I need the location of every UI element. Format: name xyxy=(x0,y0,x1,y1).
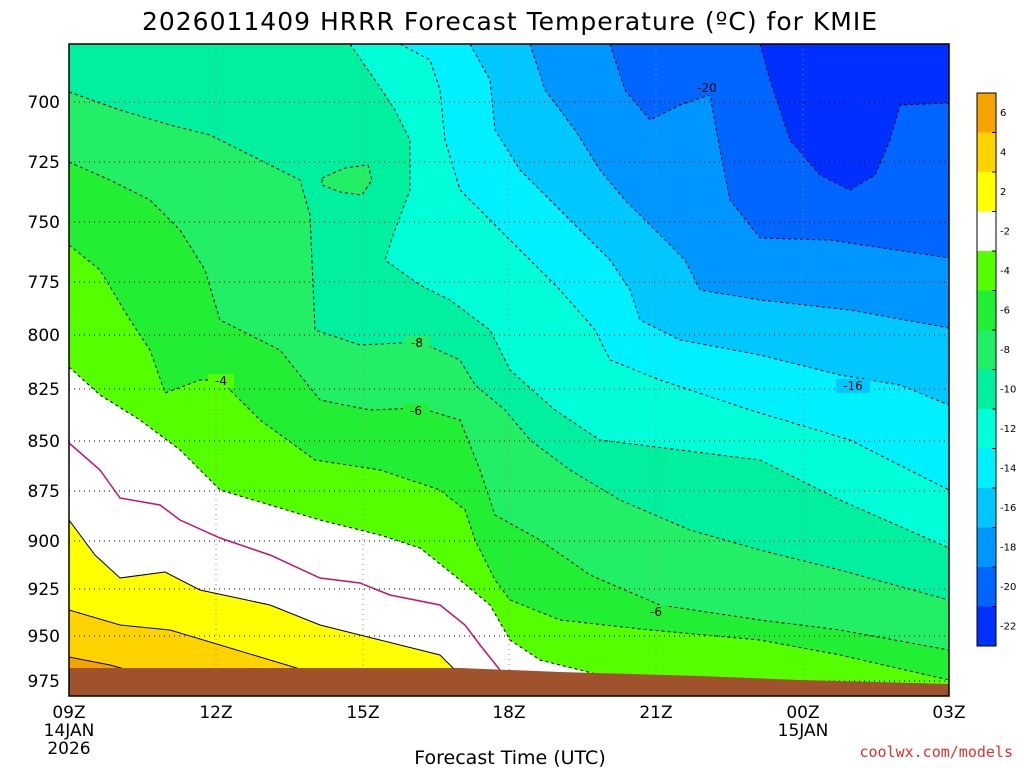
y-tick-label: 925 xyxy=(28,580,60,600)
x-tick-sublabel: 14JAN xyxy=(44,721,95,741)
y-tick-label: 725 xyxy=(28,153,60,173)
x-tick-label: 12Z xyxy=(199,703,232,723)
x-tick-label: 03Z xyxy=(932,703,965,723)
y-tick-label: 850 xyxy=(28,432,60,452)
y-axis: 700 725 750 775 800 825 850 875 900 925 … xyxy=(28,93,60,692)
chart-title: 2026011409 HRRR Forecast Temperature (ºC… xyxy=(142,7,878,36)
contour-label: -4 xyxy=(215,374,227,388)
y-tick-label: 775 xyxy=(28,273,60,293)
freezing-line xyxy=(69,442,501,671)
colorbar-swatch xyxy=(977,369,996,410)
colorbar-label: -22 xyxy=(1000,621,1016,632)
plot-area xyxy=(69,44,949,696)
contour-label: -20 xyxy=(697,81,717,95)
x-axis-title: Forecast Time (UTC) xyxy=(414,747,605,768)
contour-label: -16 xyxy=(843,379,863,393)
colorbar-label: 4 xyxy=(1000,147,1006,158)
plot-frame xyxy=(68,43,950,697)
x-tick-label: 15Z xyxy=(346,703,379,723)
colorbar-swatch xyxy=(977,448,996,489)
x-tick-label: 21Z xyxy=(639,703,672,723)
y-tick-label: 900 xyxy=(28,532,60,552)
colorbar-label: -4 xyxy=(1000,266,1010,277)
contour-label: -6 xyxy=(410,404,422,418)
colorbar-swatch xyxy=(977,290,996,331)
credit-text: coolwx.com/models xyxy=(859,743,1013,761)
y-tick-label: 875 xyxy=(28,482,60,502)
colorbar-swatch xyxy=(977,409,996,449)
x-tick-label: 09Z xyxy=(52,703,85,723)
ground-terrain xyxy=(69,668,949,696)
y-tick-label: 800 xyxy=(28,326,60,346)
colorbar-swatch xyxy=(977,211,996,252)
x-tick-label: 18Z xyxy=(492,703,525,723)
x-tick-sublabel: 15JAN xyxy=(778,721,829,741)
y-tick-label: 950 xyxy=(28,627,60,647)
x-tick-label: 00Z xyxy=(786,703,819,723)
colorbar-label: -2 xyxy=(1000,226,1010,237)
colorbar-label: -18 xyxy=(1000,542,1016,553)
colorbar-label: 6 xyxy=(1000,108,1006,119)
y-tick-label: 825 xyxy=(28,380,60,400)
isotherm-closed-loop xyxy=(321,164,373,196)
colorbar-label: 2 xyxy=(1000,187,1006,198)
colorbar-label: -8 xyxy=(1000,345,1010,356)
colorbar-swatch xyxy=(977,567,996,607)
colorbar-swatch xyxy=(977,251,996,291)
colorbar-label: -20 xyxy=(1000,582,1016,593)
y-tick-label: 700 xyxy=(28,93,60,113)
colorbar-label: -12 xyxy=(1000,424,1016,435)
y-tick-label: 750 xyxy=(28,213,60,233)
contour-label: -8 xyxy=(411,336,423,350)
x-tick-sublabel: 2026 xyxy=(47,739,90,759)
colorbar: 6 4 2 -2 -4 -6 -8 -10 -12 -14 -16 -18 -20 -22 xyxy=(976,92,1016,647)
contour-label: -6 xyxy=(650,605,662,619)
colorbar-swatch xyxy=(977,330,996,370)
y-tick-label: 975 xyxy=(28,672,60,692)
time-gridlines xyxy=(215,44,804,696)
colorbar-swatch xyxy=(977,93,996,133)
colorbar-label: -16 xyxy=(1000,503,1016,514)
colorbar-swatch xyxy=(977,606,996,647)
colorbar-swatch xyxy=(977,488,996,528)
x-axis: 09Z 14JAN 2026 12Z 15Z 18Z 21Z 00Z 15JAN… xyxy=(44,703,966,768)
colorbar-swatch xyxy=(977,527,996,568)
colorbar-swatch xyxy=(977,132,996,173)
isotherm-lines xyxy=(69,44,949,696)
contour-labels: -20 -8 -4 -6 -16 -6 xyxy=(208,81,870,619)
colorbar-label: -6 xyxy=(1000,305,1010,316)
colorbar-swatch xyxy=(977,172,996,212)
colorbar-label: -14 xyxy=(1000,463,1016,474)
colorbar-label: -10 xyxy=(1000,384,1016,395)
